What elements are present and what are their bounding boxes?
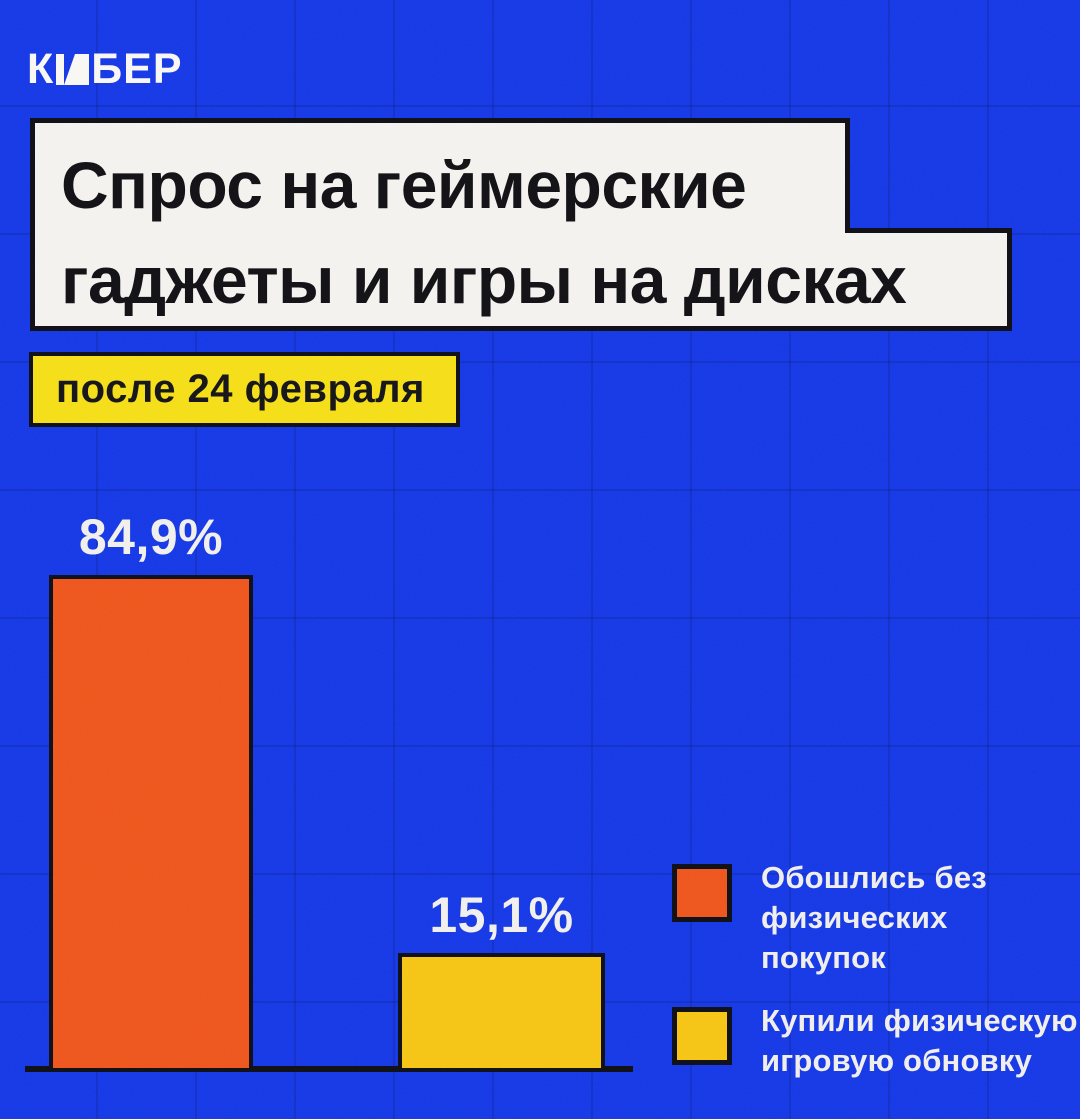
logo-text-ber: БЕР xyxy=(91,45,183,93)
legend-swatch-orange xyxy=(672,864,732,922)
bar2-value-label: 15,1% xyxy=(429,887,574,943)
headline-line1: Спрос на геймерские xyxy=(61,148,747,222)
headline-line2-box: гаджеты и игры на дисках xyxy=(30,228,1012,331)
period-badge: после 24 февраля xyxy=(29,352,460,427)
legend-label-1-line2: физических покупок xyxy=(761,900,948,975)
kiber-logo: К БЕР xyxy=(27,48,183,91)
legend-label-1-line1: Обошлись без xyxy=(761,860,987,895)
bar1-value-label: 84,9% xyxy=(78,509,224,565)
period-badge-label: после 24 февраля xyxy=(56,367,425,411)
legend-label-2-line1: Купили физическую xyxy=(761,1003,1078,1038)
logo-text-k: К xyxy=(27,45,55,93)
logo-i-icon xyxy=(56,54,90,85)
legend-label-2: Купили физическую игровую обновку xyxy=(761,1001,1078,1081)
bar1-no-physical-purchases xyxy=(49,575,253,1072)
legend-swatch-yellow xyxy=(672,1007,732,1065)
headline-line2: гаджеты и игры на дисках xyxy=(61,242,907,317)
bar2-bought-physical xyxy=(398,953,605,1072)
legend-label-1: Обошлись без физических покупок xyxy=(761,858,1080,978)
legend-label-2-line2: игровую обновку xyxy=(761,1043,1033,1078)
headline-line1-box: Спрос на геймерские xyxy=(30,118,850,233)
